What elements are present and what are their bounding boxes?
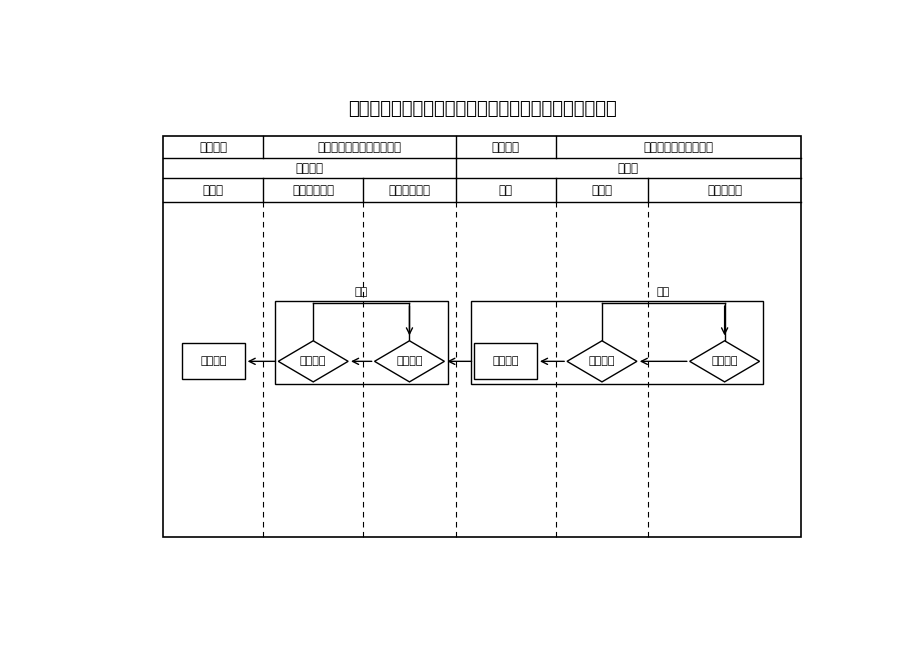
Text: 工程部: 工程部 — [618, 162, 638, 175]
Text: 公司领导: 公司领导 — [295, 162, 323, 175]
Text: 工程副总经理: 工程副总经理 — [388, 184, 430, 197]
Text: 修订: 修订 — [355, 287, 368, 297]
Text: 计划副总经理: 计划副总经理 — [292, 184, 334, 197]
Bar — [182, 343, 244, 380]
Text: 通辽第二发电有限责任公司工程部计划审批管理工作流程: 通辽第二发电有限责任公司工程部计划审批管理工作流程 — [347, 100, 616, 118]
Text: 副经理: 副经理 — [591, 184, 612, 197]
Text: 计划审定: 计划审定 — [396, 356, 422, 367]
Text: 工程计划审批工作流程: 工程计划审批工作流程 — [642, 141, 712, 154]
Text: 修订: 修订 — [656, 287, 669, 297]
Polygon shape — [689, 340, 759, 382]
Text: 各专业主管: 各专业主管 — [707, 184, 742, 197]
Text: 发布单位: 发布单位 — [199, 141, 227, 154]
Bar — [471, 301, 762, 384]
Polygon shape — [566, 340, 636, 382]
Text: 通辽第二发电有限责任公司: 通辽第二发电有限责任公司 — [317, 141, 401, 154]
Text: 计划批准: 计划批准 — [200, 356, 226, 367]
Polygon shape — [374, 340, 444, 382]
Bar — [164, 136, 800, 537]
Text: 计划编制: 计划编制 — [710, 356, 737, 367]
Text: 总经理: 总经理 — [203, 184, 223, 197]
Text: 流程名称: 流程名称 — [491, 141, 519, 154]
Text: 计划初审: 计划初审 — [588, 356, 615, 367]
Polygon shape — [278, 340, 347, 382]
Text: 计划审定: 计划审定 — [300, 356, 326, 367]
Text: 经理: 经理 — [498, 184, 512, 197]
Bar — [275, 301, 448, 384]
Text: 计划审核: 计划审核 — [492, 356, 518, 367]
Bar — [474, 343, 537, 380]
